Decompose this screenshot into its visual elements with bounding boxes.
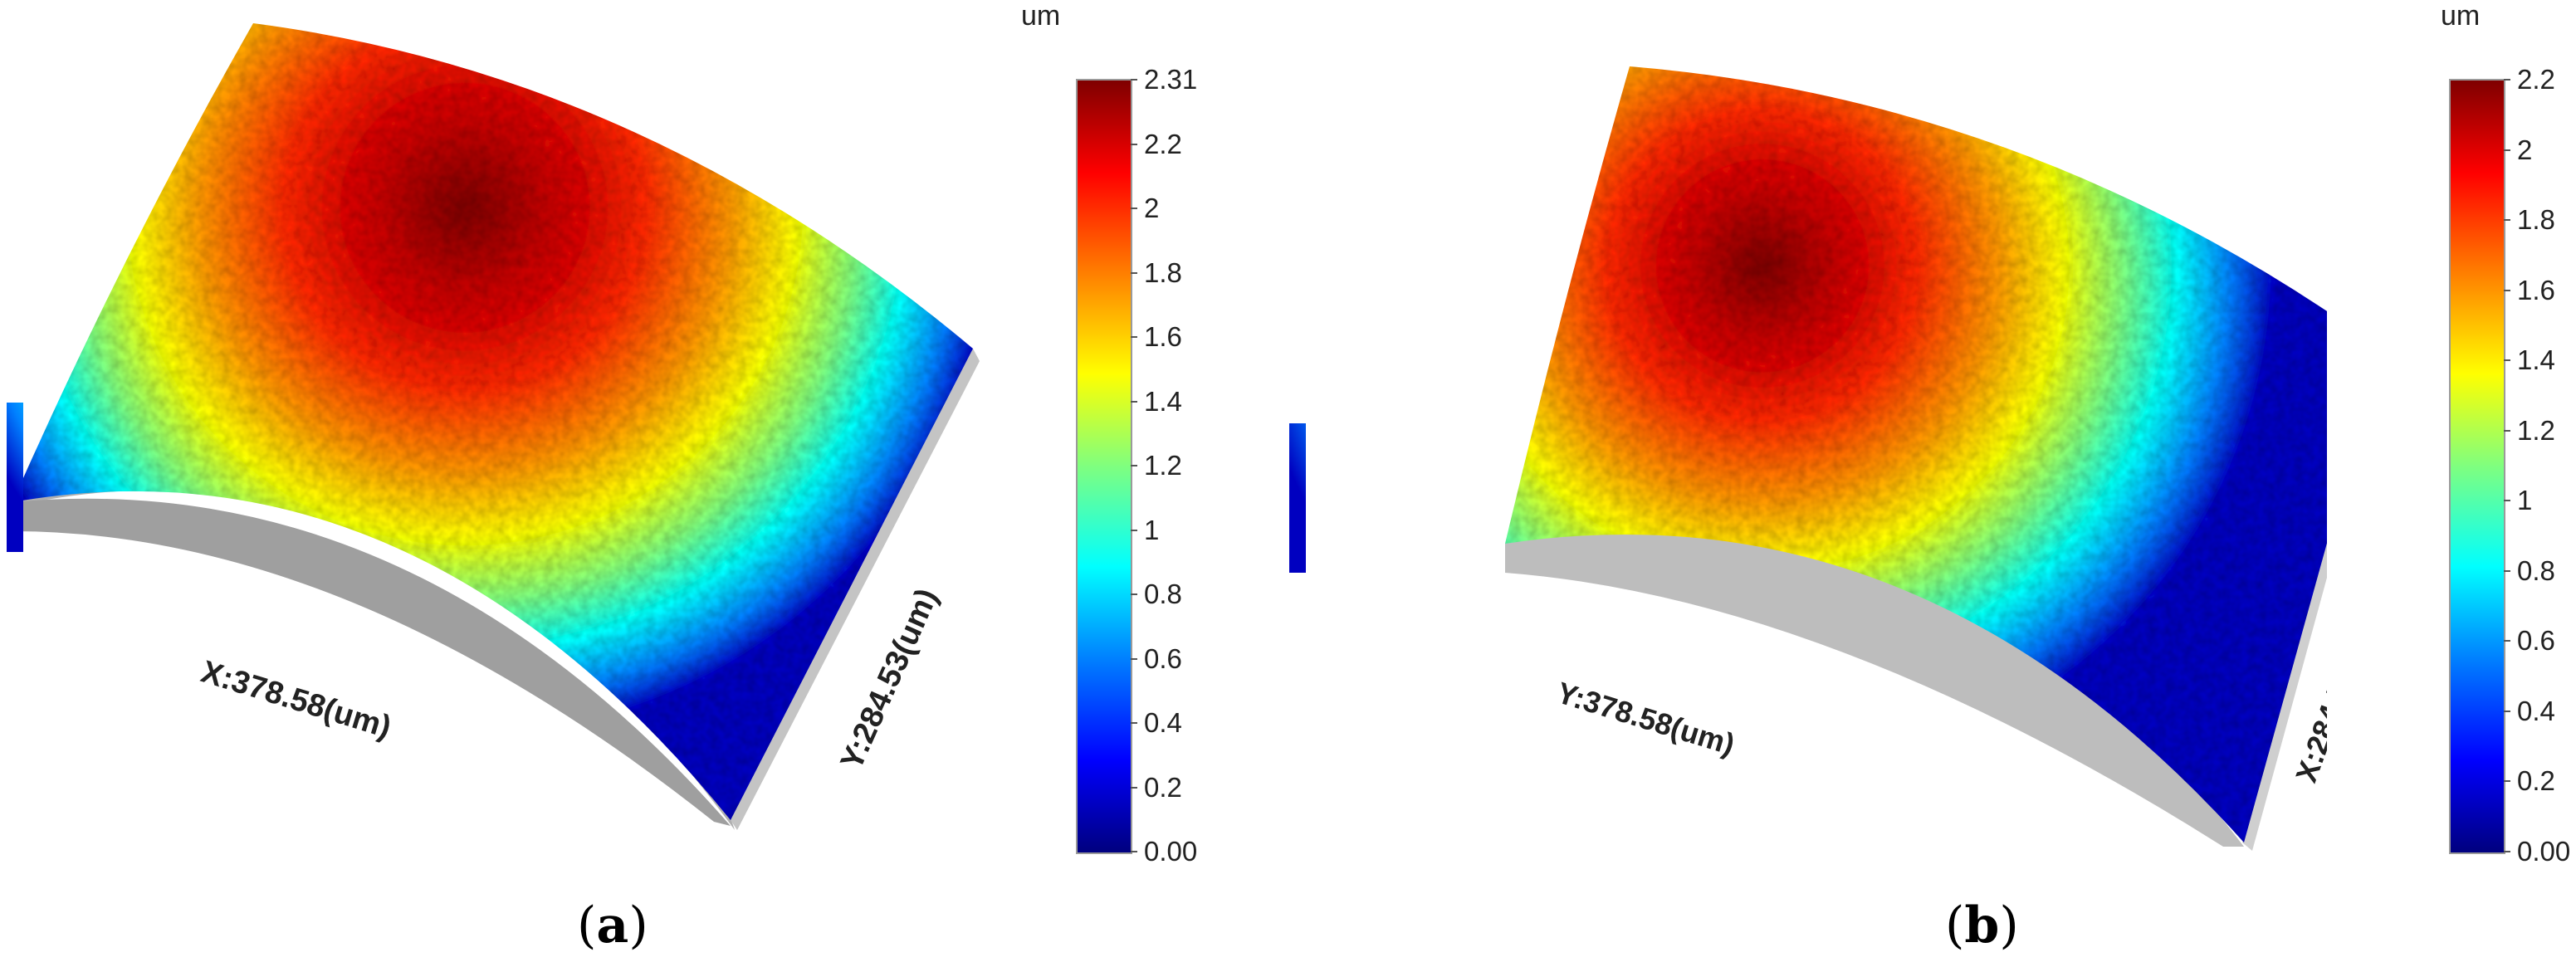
colorbar-tick-mark [2504, 640, 2510, 642]
colorbar-tick-label: 2.2 [2517, 64, 2555, 95]
colorbar-tick-mark [1131, 143, 1137, 145]
colorbar-tick-label: 2 [2517, 134, 2533, 165]
colorbar-tick-mark [2504, 79, 2510, 81]
colorbar-tick-mark [2504, 500, 2510, 502]
colorbar-tick-mark [2504, 359, 2510, 362]
colorbar-tick-mark [1131, 786, 1137, 789]
mini-colorbar-a [7, 403, 23, 552]
colorbar-tick-label: 1.2 [1144, 450, 1182, 481]
colorbar-tick-mark [1131, 657, 1137, 660]
colorbar-tick-label: 1 [1144, 514, 1160, 545]
colorbar-tick-mark [1131, 465, 1137, 466]
colorbar-unit-b: um [2441, 0, 2481, 32]
colorbar-tick-label: 0.6 [1144, 642, 1182, 674]
surface-plot-b: Y:378.58(um) X:284.53(um) [1289, 66, 2327, 851]
colorbar-tick-label: 0.2 [2517, 765, 2555, 797]
surface-top-a [12, 23, 973, 820]
surface-plot-a: X:378.58(um) Y:284.53(um) [7, 23, 980, 830]
colorbar-tick-label: 2.2 [1144, 128, 1182, 159]
colorbar-tick-label: 1.6 [1144, 321, 1182, 352]
colorbar-b [2449, 79, 2505, 854]
colorbar-tick-mark [1131, 208, 1137, 209]
colorbar-tick-label: 1.8 [2517, 204, 2555, 236]
colorbar-tick-mark [1131, 79, 1137, 81]
colorbar-tick-mark [2504, 429, 2510, 432]
panel-a: X:378.58(um) Y:284.53(um) um 2.31 2.2 2 1.8… [0, 0, 1287, 967]
x-axis-label-a: X:378.58(um) [197, 654, 394, 745]
mini-colorbar-b [1289, 423, 1306, 573]
side-wall-front-a-fill [12, 498, 731, 826]
colorbar-tick-label: 0.8 [2517, 554, 2555, 586]
colorbar-tick-label: 1.2 [2517, 414, 2555, 446]
colorbar-tick-label: 1.4 [1144, 385, 1182, 417]
colorbar-tick-mark [1131, 336, 1137, 338]
y-axis-label-a: Y:284.53(um) [834, 584, 945, 775]
panel-label-b: (b) [1945, 896, 2019, 955]
colorbar-tick-mark [2504, 780, 2510, 783]
side-wall-front-b [1505, 530, 2244, 847]
colorbar-tick-mark [1131, 271, 1137, 274]
colorbar-tick-mark [2504, 710, 2510, 712]
colorbar-tick-label: 0.4 [2517, 695, 2555, 726]
colorbar-tick-label: 0.4 [1144, 707, 1182, 738]
colorbar-tick-label: 1.4 [2517, 344, 2555, 376]
colorbar-tick-label: 1.8 [1144, 256, 1182, 288]
colorbar-tick-label: 0.2 [1144, 771, 1182, 803]
colorbar-tick-label: 0.00 [2517, 836, 2571, 867]
colorbar-tick-label: 2.31 [1144, 64, 1198, 95]
x-axis-label-b: Y:378.58(um) [1553, 675, 1739, 761]
colorbar-tick-mark [1131, 851, 1137, 852]
colorbar-tick-mark [1131, 529, 1137, 531]
panel-b: Y:378.58(um) X:284.53(um) um 2.2 2 1.8 1.6 1… [1289, 0, 2576, 967]
colorbar-unit-a: um [1021, 0, 1061, 32]
side-wall-right-a [731, 349, 980, 830]
colorbar-tick-label: 1.6 [2517, 274, 2555, 305]
colorbar-tick-mark [2504, 851, 2510, 852]
colorbar-tick-label: 1 [2517, 485, 2533, 516]
panel-label-a: (a) [577, 896, 648, 955]
colorbar-tick-mark [2504, 569, 2510, 572]
colorbar-tick-mark [2504, 149, 2510, 151]
colorbar-tick-mark [1131, 400, 1137, 403]
colorbar-tick-label: 0.8 [1144, 579, 1182, 609]
colorbar-tick-mark [1131, 593, 1137, 595]
colorbar-tick-label: 2 [1144, 193, 1160, 223]
colorbar-a [1076, 79, 1132, 854]
colorbar-tick-label: 0.6 [2517, 625, 2555, 657]
colorbar-tick-mark [2504, 289, 2510, 291]
colorbar-tick-label: 0.00 [1144, 836, 1198, 867]
colorbar-tick-mark [1131, 722, 1137, 724]
surface-top-b [1505, 66, 2327, 842]
colorbar-tick-mark [2504, 219, 2510, 222]
